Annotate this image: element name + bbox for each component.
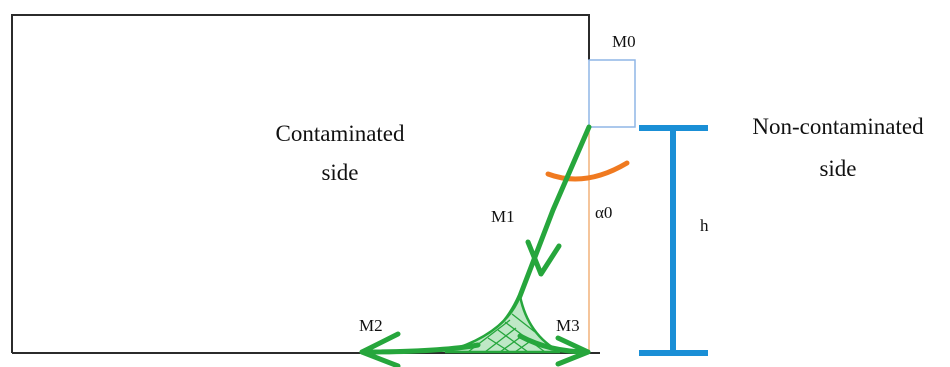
- m2-arrowhead: [359, 331, 401, 367]
- spread-hatching: [467, 313, 546, 353]
- height-marker: [639, 125, 708, 356]
- angle-arc: [545, 160, 630, 182]
- m0-label: M0: [612, 32, 636, 51]
- h-label: h: [700, 216, 709, 235]
- m0-box: [588, 59, 636, 128]
- m1-label: M1: [491, 207, 515, 226]
- m1-arrowhead: [525, 239, 562, 277]
- spread-region: [444, 291, 561, 354]
- path-to-m2: [359, 342, 481, 355]
- path-m0-to-floor: [475, 124, 592, 348]
- contaminated-label-line2: side: [321, 160, 358, 185]
- alpha0-label: α0: [595, 203, 612, 222]
- m3-arrowhead: [555, 335, 591, 367]
- contaminated-label-line1: Contaminated: [275, 121, 405, 146]
- non-contaminated-label-line2: side: [819, 156, 856, 181]
- path-to-m3: [517, 333, 591, 355]
- non-contaminated-label-line1: Non-contaminated: [752, 114, 924, 139]
- m2-label: M2: [359, 316, 383, 335]
- m3-label: M3: [556, 316, 580, 335]
- room-outline: [11, 14, 590, 353]
